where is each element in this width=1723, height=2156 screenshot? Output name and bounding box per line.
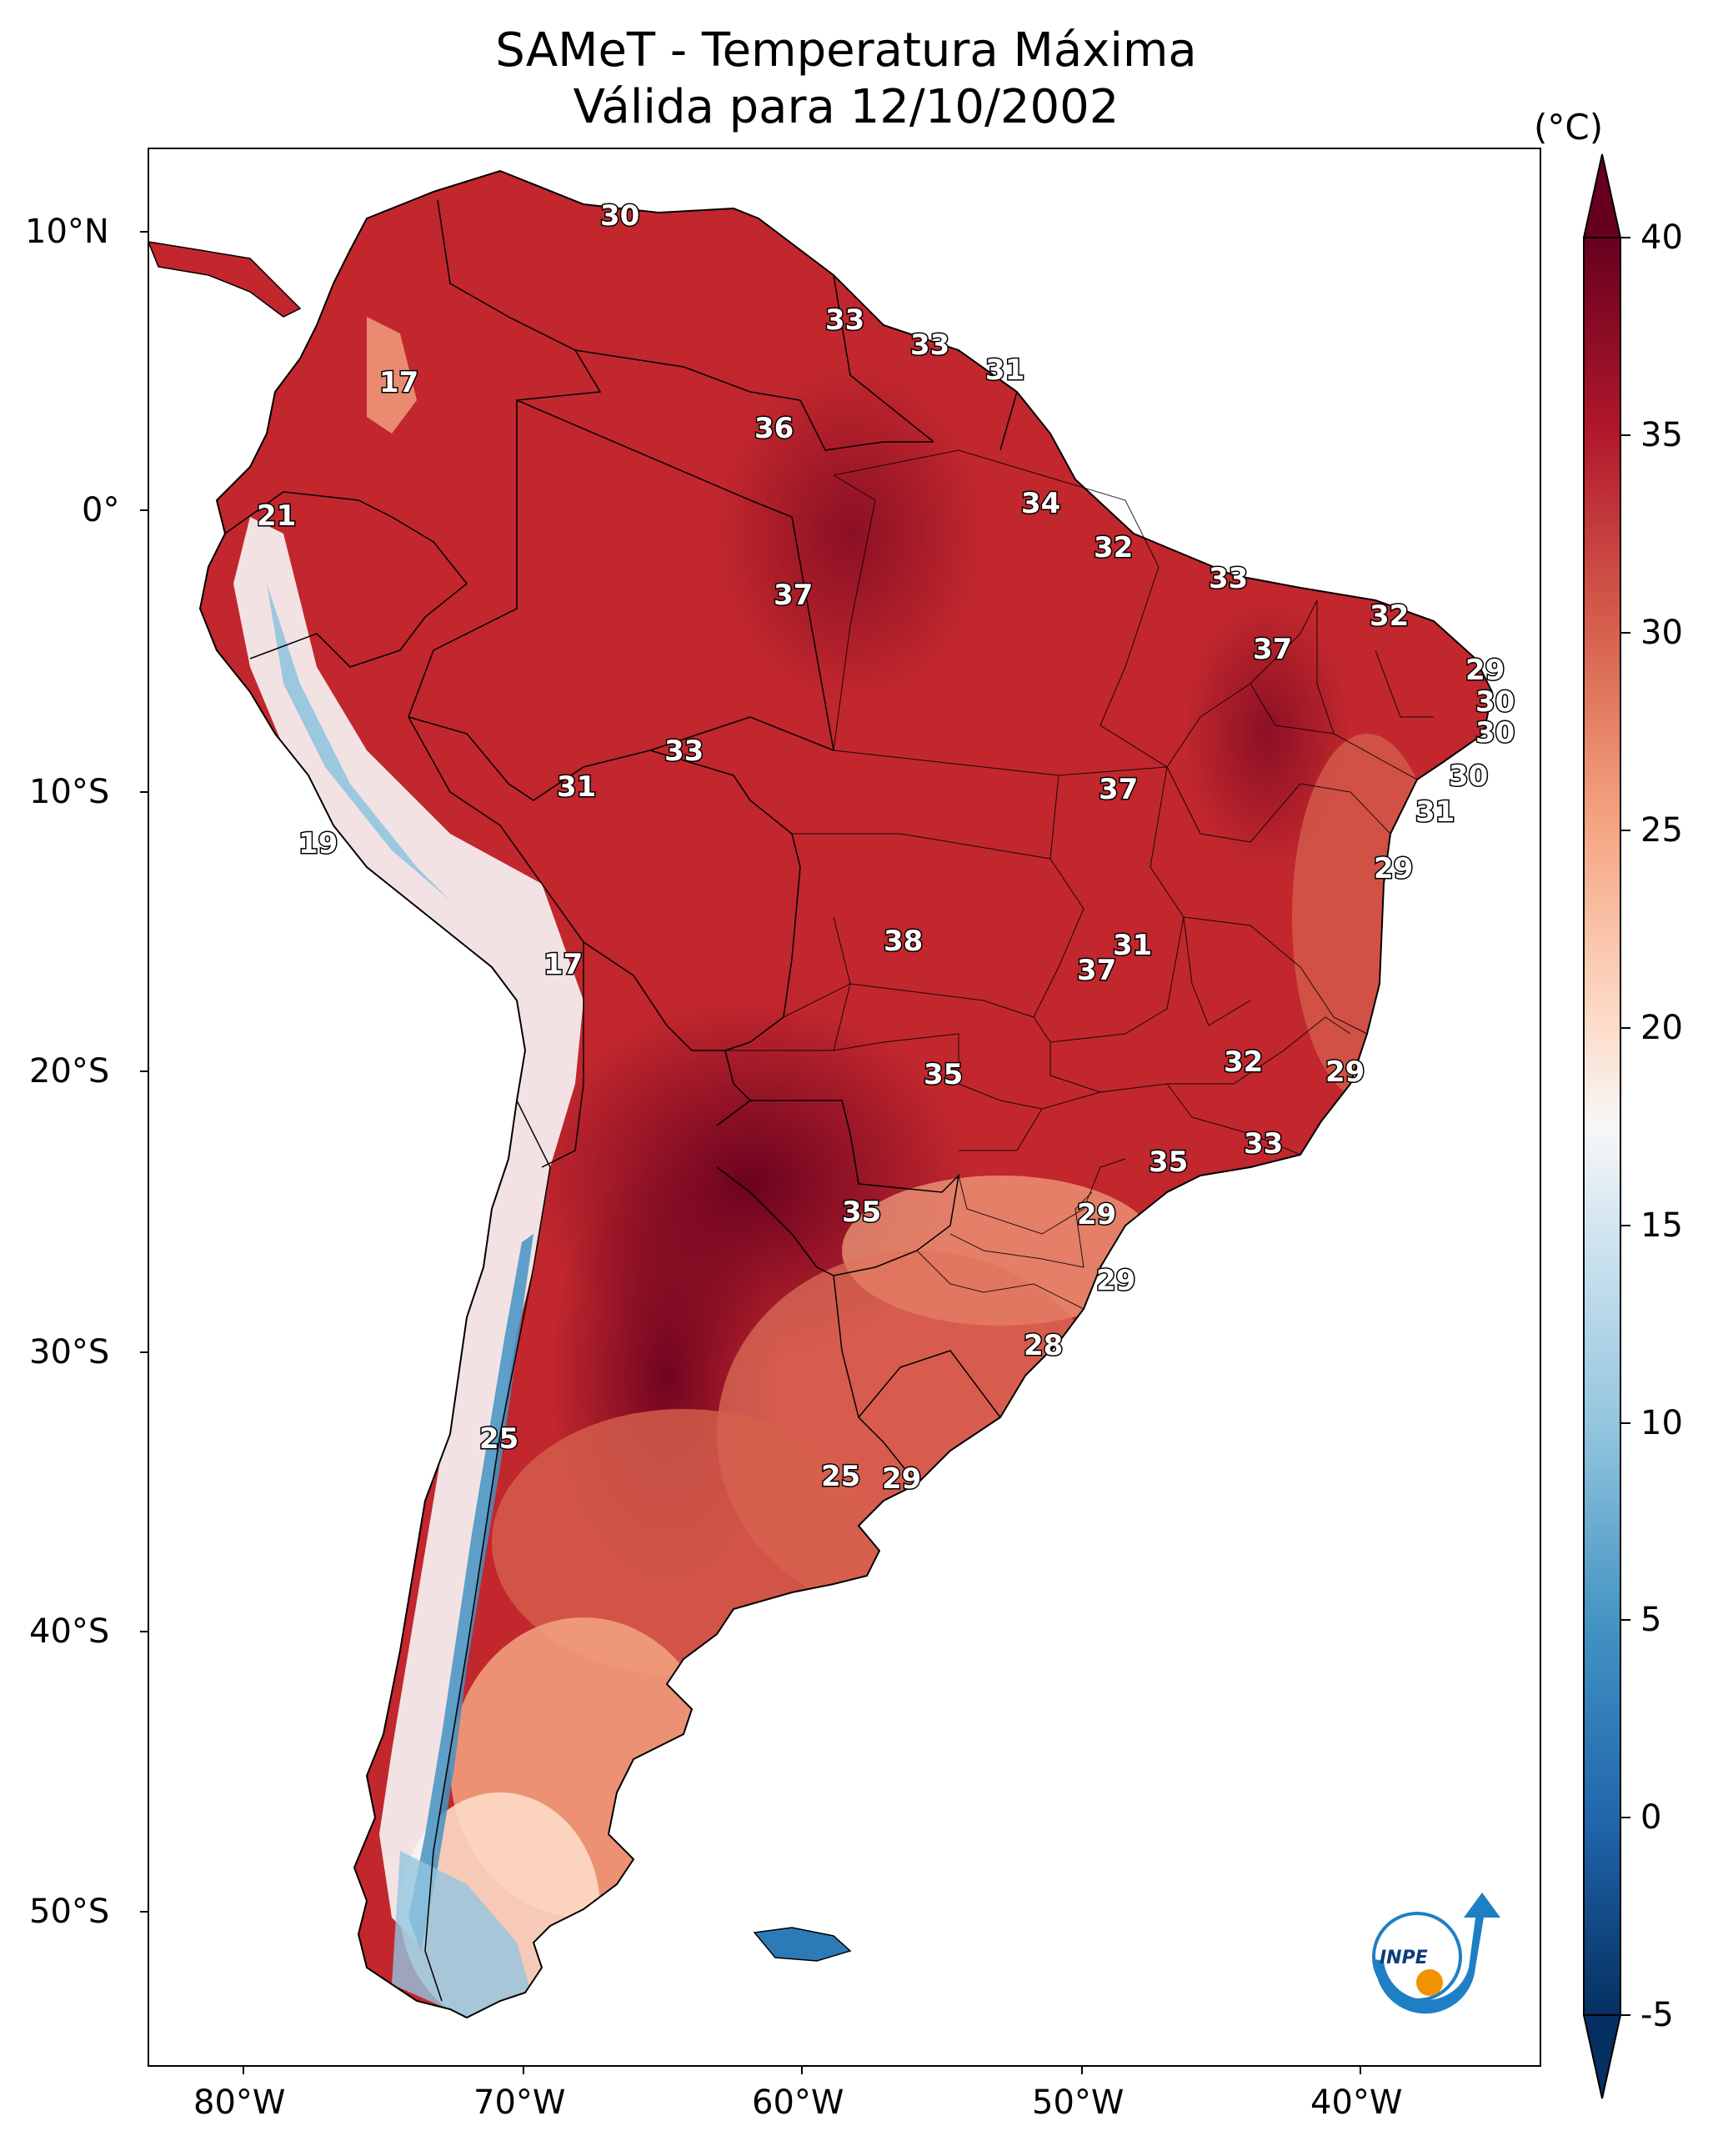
station-label: 31 bbox=[1113, 929, 1152, 962]
lat-label: 30°S bbox=[29, 1333, 110, 1371]
station-label: 32 bbox=[1094, 531, 1133, 564]
lon-label: 60°W bbox=[752, 2083, 844, 2122]
lat-label: 10°N bbox=[25, 213, 109, 251]
station-label: 29 bbox=[1465, 654, 1505, 687]
lon-label: 70°W bbox=[473, 2083, 566, 2122]
colorbar-tick: -5 bbox=[1640, 1996, 1674, 2034]
station-label: 33 bbox=[1209, 562, 1248, 595]
station-label: 32 bbox=[1224, 1045, 1263, 1079]
station-label: 37 bbox=[1077, 954, 1116, 987]
colorbar-tick: 40 bbox=[1640, 218, 1683, 257]
lat-label: 20°S bbox=[29, 1052, 110, 1091]
station-label: 30 bbox=[1449, 760, 1488, 793]
colorbar-tick: 30 bbox=[1640, 614, 1683, 652]
station-label: 25 bbox=[479, 1422, 518, 1456]
station-label: 30 bbox=[600, 199, 639, 233]
station-label: 32 bbox=[1370, 599, 1409, 633]
station-label: 21 bbox=[257, 499, 296, 533]
station-label: 28 bbox=[1024, 1329, 1063, 1362]
colorbar-tick: 10 bbox=[1640, 1404, 1683, 1442]
station-label: 33 bbox=[910, 328, 949, 362]
inpe-logo-text: INPE bbox=[1380, 1948, 1428, 1968]
map-subtitle: Válida para 12/10/2002 bbox=[573, 80, 1119, 134]
colorbar-gradient bbox=[1583, 237, 1621, 2016]
colorbar-tick: 25 bbox=[1640, 811, 1683, 850]
station-label: 29 bbox=[1374, 852, 1413, 885]
falkland-islands bbox=[753, 1927, 852, 1962]
colorbar-tick: 35 bbox=[1640, 416, 1683, 454]
station-label: 35 bbox=[1149, 1146, 1188, 1179]
station-label: 35 bbox=[924, 1058, 963, 1091]
inpe-swoosh-icon bbox=[1375, 1893, 1500, 2014]
station-label: 36 bbox=[754, 412, 794, 445]
station-label: 35 bbox=[842, 1196, 881, 1229]
station-labels: 30 17 33 33 31 36 21 34 32 37 33 32 37 2… bbox=[256, 198, 1516, 1497]
axis-ticks bbox=[140, 231, 1361, 2074]
colorbar-min-arrow bbox=[1582, 2014, 1622, 2099]
colorbar-tick: 0 bbox=[1640, 1798, 1662, 1837]
state-borders bbox=[725, 449, 1434, 1310]
lon-label: 50°W bbox=[1032, 2083, 1124, 2122]
station-label: 31 bbox=[985, 353, 1024, 387]
station-label: 37 bbox=[1099, 773, 1138, 806]
station-label: 37 bbox=[774, 579, 813, 612]
station-label: 37 bbox=[1253, 633, 1292, 666]
station-label: 33 bbox=[825, 303, 864, 337]
station-label: 29 bbox=[1325, 1055, 1365, 1089]
station-label: 30 bbox=[1475, 685, 1515, 719]
station-label: 31 bbox=[557, 770, 596, 804]
station-label: 29 bbox=[1096, 1264, 1135, 1297]
station-label: 34 bbox=[1021, 487, 1060, 520]
lat-label: 40°S bbox=[29, 1612, 110, 1651]
station-label: 38 bbox=[884, 925, 923, 958]
colorbar-tick: 15 bbox=[1640, 1206, 1683, 1245]
colorbar-tick: 5 bbox=[1640, 1601, 1662, 1639]
station-label: 33 bbox=[664, 735, 704, 768]
station-label: 29 bbox=[882, 1462, 921, 1496]
colorbar bbox=[1582, 153, 1630, 2099]
station-label: 33 bbox=[1244, 1127, 1283, 1161]
coastline bbox=[198, 169, 1494, 2019]
map-title: SAMeT - Temperatura Máxima bbox=[495, 23, 1197, 78]
colorbar-unit: (°C) bbox=[1534, 107, 1604, 148]
lat-label: 50°S bbox=[29, 1893, 110, 1931]
station-label: 25 bbox=[821, 1460, 860, 1493]
inpe-logo: INPE bbox=[1372, 1893, 1500, 2014]
station-label: 17 bbox=[379, 366, 418, 399]
lat-label: 0° bbox=[82, 491, 120, 529]
inpe-sun-icon bbox=[1416, 1969, 1443, 1996]
station-label: 19 bbox=[298, 827, 338, 860]
lat-label: 10°S bbox=[29, 773, 110, 811]
station-label: 17 bbox=[543, 948, 583, 981]
lon-label: 80°W bbox=[193, 2083, 286, 2122]
central-america bbox=[147, 241, 302, 318]
colorbar-max-arrow bbox=[1582, 153, 1622, 238]
station-label: 29 bbox=[1077, 1198, 1116, 1231]
station-label: 30 bbox=[1475, 716, 1515, 750]
station-label: 31 bbox=[1415, 795, 1455, 829]
colorbar-tick: 20 bbox=[1640, 1009, 1683, 1047]
country-borders bbox=[224, 199, 1018, 2002]
lon-label: 40°W bbox=[1310, 2083, 1403, 2122]
